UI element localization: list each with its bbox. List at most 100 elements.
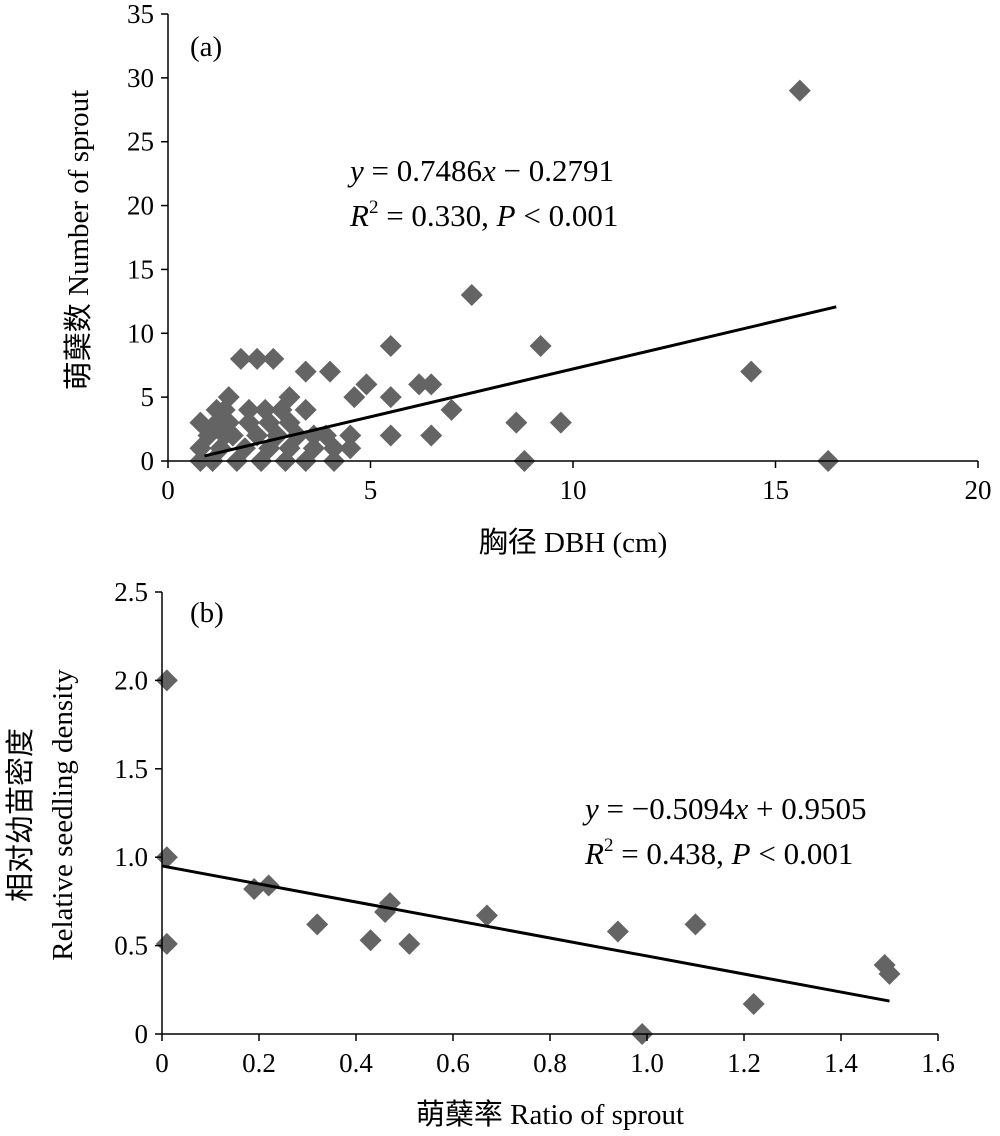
- panel-a-data-point: [246, 347, 269, 370]
- panel-b-label: (b): [190, 597, 224, 629]
- panel-b-data-point: [684, 913, 707, 936]
- panel-b-eq-y: y: [582, 791, 599, 826]
- panel-b-eq-x: x: [733, 791, 748, 826]
- panel-b-x-tick-label: 0.4: [339, 1048, 373, 1078]
- panel-a-data-point: [549, 411, 572, 434]
- panel-a-y-tick-label: 25: [127, 127, 154, 157]
- panel-b-x-tick-label: 1.0: [630, 1048, 664, 1078]
- panel-b-trendline: [161, 864, 890, 1003]
- panel-a-x-tick-label: 0: [161, 475, 175, 505]
- panel-a-data-point: [788, 79, 811, 102]
- panel-a-data-point: [420, 373, 443, 396]
- panel-a-data-point: [205, 398, 228, 421]
- panel-b-y-tick-label: 1.5: [114, 754, 148, 784]
- panel-a-data-point: [460, 283, 483, 306]
- panel-b-y-tick-label: 2.5: [114, 577, 148, 607]
- panel-a-equation: y = 0.7486x − 0.2791: [347, 153, 614, 188]
- panel-a-y-tick-label: 30: [127, 63, 154, 93]
- panel-a-data-point: [213, 424, 236, 447]
- panel-b-y-tick-label: 0: [135, 1019, 149, 1049]
- panel-a-data-point: [355, 373, 378, 396]
- panel-a-data-point: [379, 335, 402, 358]
- panel-a-data-point: [740, 360, 763, 383]
- panel-b-data-point: [742, 992, 765, 1015]
- panel-a-y-tick-label: 15: [127, 254, 154, 284]
- panel-a-data-point: [343, 386, 366, 409]
- panel-b-ticks: 0 0.2 0.4 0.6 0.8 1.0 1.2 1.4 1.6 0 0.5 1.0 1.5 2.0 2.…: [114, 577, 955, 1078]
- panel-b-y-tick-label: 1.0: [114, 842, 148, 872]
- panel-a-data-point: [420, 424, 443, 447]
- panel-b-y-tick-label: 0.5: [114, 931, 148, 961]
- panel-a-x-tick-label: 10: [560, 475, 587, 505]
- panel-a-data-point: [294, 360, 317, 383]
- panel-a-y-tick-label: 35: [127, 0, 154, 29]
- panel-b-y-axis-title-line1: 相对幼苗密度: [4, 728, 37, 902]
- panel-a-x-tick-label: 5: [364, 475, 378, 505]
- panel-b-x-tick-label: 1.2: [727, 1048, 761, 1078]
- panel-a-data-point: [262, 347, 285, 370]
- panel-b-x-tick-label: 0.8: [533, 1048, 567, 1078]
- panel-a-data-point: [339, 437, 362, 460]
- panel-b-data-point: [398, 932, 421, 955]
- panel-b-x-tick-label: 0.2: [242, 1048, 276, 1078]
- panel-a-y-tick-label: 5: [141, 382, 155, 412]
- panel-a-data-point: [440, 398, 463, 421]
- panel-a-ticks: 0 5 10 15 20 0 5 10 15 20 25 30 35: [127, 0, 992, 505]
- panel-b-equation: y = −0.5094x + 0.9505: [582, 791, 866, 826]
- panel-b-stats-r-sup: 2: [604, 835, 614, 856]
- panel-a-eq-tail: − 0.2791: [496, 153, 614, 188]
- panel-b: 0 0.2 0.4 0.6 0.8 1.0 1.2 1.4 1.6 0 0.5 1.0 1.5 2.0 2.…: [4, 577, 955, 1131]
- panel-a-data-point: [379, 424, 402, 447]
- panel-a-stats-r-sup: 2: [369, 197, 379, 218]
- panel-a-data-point: [505, 411, 528, 434]
- panel-a-y-axis-title: 萌蘖数 Number of sprout: [62, 90, 95, 390]
- panel-b-data-point: [306, 913, 329, 936]
- panel-b-stats-mid: = 0.438,: [613, 836, 731, 871]
- panel-a-data-point: [294, 398, 317, 421]
- panel-a-data-point: [238, 398, 260, 421]
- panel-a-data-point: [529, 335, 552, 358]
- panel-a: 0 5 10 15 20 0 5 10 15 20 25 30 35 (a) y = 0.7486x −…: [62, 0, 992, 559]
- panel-b-stats-tail: < 0.001: [751, 836, 854, 871]
- panel-a-x-axis-title: 胸径 DBH (cm): [479, 526, 667, 559]
- panel-a-data-point: [238, 411, 260, 434]
- panel-b-eq-mid: = −0.5094: [599, 791, 735, 826]
- panel-b-data-point: [475, 904, 498, 927]
- panel-a-label: (a): [190, 31, 222, 63]
- panel-a-points: [189, 79, 840, 472]
- panel-a-data-point: [319, 360, 341, 383]
- panel-a-eq-x: x: [481, 153, 496, 188]
- panel-a-data-point: [408, 373, 431, 396]
- panel-a-y-tick-label: 10: [127, 318, 154, 348]
- panel-b-stats-p: P: [731, 836, 751, 871]
- panel-a-stats: R2 = 0.330, P < 0.001: [349, 197, 618, 233]
- panel-b-stats: R2 = 0.438, P < 0.001: [584, 835, 853, 871]
- panel-b-data-point: [155, 932, 178, 955]
- panel-a-data-point: [189, 437, 212, 460]
- panel-b-x-axis-title: 萌蘖率 Ratio of sprout: [416, 1098, 684, 1131]
- panel-a-data-point: [323, 437, 346, 460]
- panel-a-stats-p: P: [496, 198, 516, 233]
- panel-a-stats-r: R: [349, 198, 369, 233]
- panel-b-stats-r: R: [584, 836, 604, 871]
- panel-b-y-axis-title-line2: Relative seedling density: [47, 669, 79, 961]
- panel-a-x-tick-label: 20: [965, 475, 992, 505]
- panel-a-eq-mid: = 0.7486: [364, 153, 482, 188]
- panel-a-stats-mid: = 0.330,: [378, 198, 496, 233]
- panel-a-data-point: [229, 347, 252, 370]
- panel-b-x-tick-label: 0: [155, 1048, 169, 1078]
- panel-b-data-point: [606, 920, 629, 943]
- panel-a-y-tick-label: 0: [141, 446, 155, 476]
- panel-b-data-point: [359, 929, 382, 952]
- panel-a-x-tick-label: 15: [762, 475, 789, 505]
- panel-b-x-tick-label: 1.6: [921, 1048, 955, 1078]
- panel-a-y-tick-label: 20: [127, 191, 154, 221]
- panel-b-data-point: [878, 962, 901, 985]
- panel-a-trendline: [204, 305, 837, 458]
- panel-a-eq-y: y: [347, 153, 364, 188]
- panel-a-data-point: [379, 386, 402, 409]
- panel-b-x-tick-label: 0.6: [436, 1048, 470, 1078]
- panel-b-eq-tail: + 0.9505: [748, 791, 866, 826]
- panel-b-x-tick-label: 1.4: [824, 1048, 858, 1078]
